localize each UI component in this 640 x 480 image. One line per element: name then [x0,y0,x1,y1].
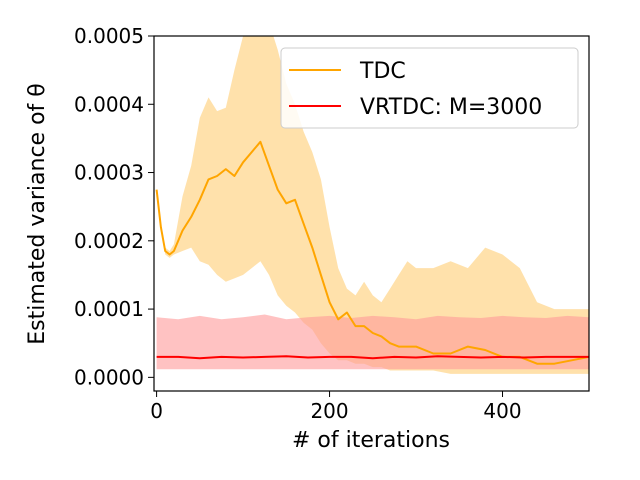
y-axis: 0.0000 0.0001 0.0002 0.0003 0.0004 0.0005 [74,24,154,389]
legend: TDC VRTDC: M=3000 [280,47,579,129]
y-tick-label-5: 0.0005 [74,24,144,48]
x-axis: 0 200 400 [150,391,522,423]
legend-label-tdc: TDC [359,59,406,84]
y-axis-label: Estimated variance of θ [25,83,50,345]
band-vrtdc-m-3000 [156,314,589,370]
y-tick-label-4: 0.0004 [74,92,144,116]
x-tick-label-1: 200 [310,399,348,423]
y-tick-label-0: 0.0000 [74,365,144,389]
x-tick-label-0: 0 [150,399,163,423]
x-tick-label-2: 400 [483,399,521,423]
y-tick-label-3: 0.0003 [74,161,144,185]
legend-label-vrtdc: VRTDC: M=3000 [360,95,542,120]
series-layer [155,36,589,374]
y-tick-label-1: 0.0001 [74,297,144,321]
line-tdc [155,140,589,365]
band-tdc [156,36,589,374]
line-vrtdc-m-3000 [156,355,589,360]
plot-frame [153,35,590,392]
x-axis-label: # of iterations [292,428,450,453]
y-tick-label-2: 0.0002 [74,229,144,253]
legend-box [280,47,579,129]
